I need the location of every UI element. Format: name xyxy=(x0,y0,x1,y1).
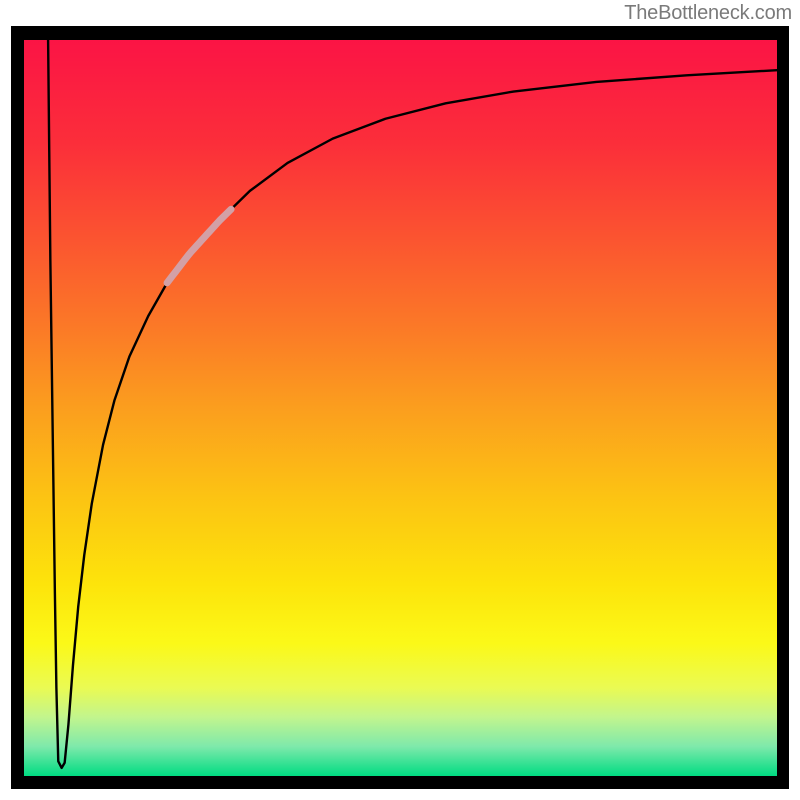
plot-background xyxy=(24,40,777,776)
attribution-text: TheBottleneck.com xyxy=(624,2,792,25)
bottleneck-chart xyxy=(0,0,800,800)
chart-container: TheBottleneck.com xyxy=(0,0,800,800)
